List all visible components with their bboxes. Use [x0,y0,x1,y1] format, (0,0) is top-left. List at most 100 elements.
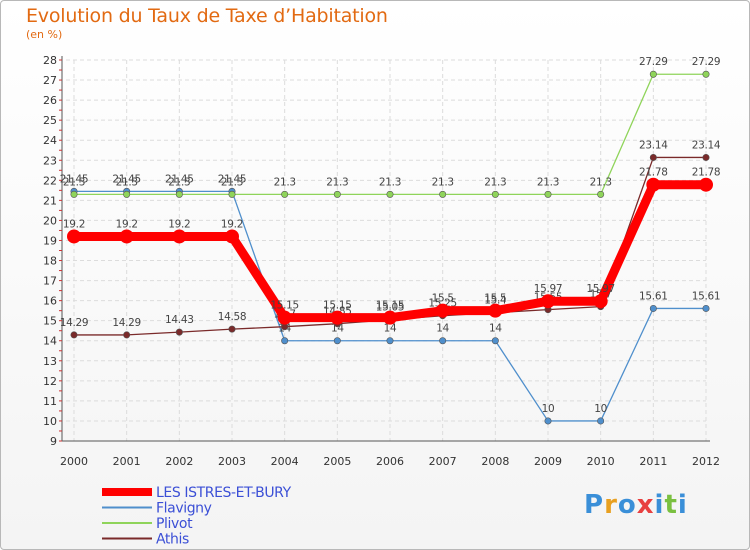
data-label: 15.05 [376,302,405,314]
data-label: 21.3 [326,176,348,188]
chart-subtitle: (en %) [26,28,63,41]
data-point [123,190,131,198]
data-label: 15.97 [534,283,563,295]
legend-label: Athis [156,532,189,548]
data-label: 23.14 [639,139,668,151]
data-label: 15.15 [270,300,299,312]
data-label: 14 [384,323,397,335]
data-label: 21.45 [60,173,89,185]
y-tick-label: 10 [43,415,57,428]
logo-letter: x [636,490,655,520]
legend-label: LES ISTRES-ET-BURY [156,485,292,501]
data-point [597,190,605,198]
data-label: 21.45 [165,173,194,185]
y-tick-label: 20 [43,214,57,227]
data-label: 21.3 [63,176,85,188]
data-point [649,70,657,78]
data-point [330,310,345,325]
data-point [593,294,608,309]
y-tick-label: 14 [43,335,57,348]
y-tick-label: 21 [43,194,57,207]
data-point [175,328,183,336]
data-label: 21.3 [484,176,506,188]
data-label: 14.43 [165,314,194,326]
legend-label: Flavigny [156,501,212,517]
y-tick-label: 22 [43,174,57,187]
data-label: 14.58 [218,311,247,323]
data-label: 21.3 [379,176,401,188]
data-point [333,337,341,345]
data-point [646,177,661,192]
data-point [172,229,187,244]
y-tick-label: 24 [43,134,57,147]
data-point [541,294,555,309]
data-point [435,303,450,318]
data-label: 21.3 [221,176,243,188]
data-label: 15.15 [323,300,352,312]
x-tick-label: 2011 [639,455,667,468]
logo-letter: t [664,490,678,520]
y-tick-label: 12 [43,375,57,388]
data-label: 27.29 [692,56,721,68]
data-point [281,337,289,345]
data-point [228,325,236,333]
x-tick-label: 2001 [113,455,141,468]
legend-label: Plivot [156,516,193,532]
logo-letter: P [584,490,605,520]
data-point [175,190,183,198]
data-point [702,70,710,78]
data-point [333,190,341,198]
data-label: 10 [542,403,555,415]
data-point [228,190,236,198]
y-tick-label: 26 [43,94,57,107]
data-point [119,229,134,244]
data-label: 15.5 [432,293,454,305]
logo-letter: o [617,490,637,520]
logo-letter: i [654,490,665,520]
data-label: 21.3 [432,176,454,188]
y-tick-label: 19 [43,234,57,247]
data-label: 19.2 [221,218,243,230]
y-tick-label: 15 [43,315,57,328]
data-point [491,337,499,345]
data-label: 15.61 [639,290,668,302]
x-tick-label: 2003 [218,455,246,468]
x-tick-label: 2006 [376,455,404,468]
x-tick-label: 2005 [323,455,351,468]
data-point [386,337,394,345]
data-point [702,153,710,161]
data-point [649,153,657,161]
data-point [70,331,78,339]
logo-letter: i [677,490,688,520]
data-point [281,190,289,198]
chart-title: Evolution du Taux de Taxe d’Habitation [26,5,388,27]
data-point [439,190,447,198]
data-label: 15.97 [586,283,615,295]
data-point [702,304,710,312]
proxiti-logo[interactable]: Proxiti [584,490,688,520]
data-point [67,229,81,244]
y-tick-label: 17 [43,275,57,288]
x-tick-label: 2004 [271,455,299,468]
y-tick-label: 18 [43,255,57,268]
data-label: 15.4 [484,295,507,307]
data-point [488,303,503,318]
data-label: 21.45 [218,173,247,185]
data-point [277,310,292,325]
data-label: 19.2 [168,218,190,230]
y-tick-label: 9 [50,435,57,448]
data-label: 21.3 [590,176,612,188]
data-label: 21.78 [692,167,721,179]
logo-letter: r [604,490,618,520]
data-point [386,190,394,198]
x-tick-label: 2007 [429,455,457,468]
data-point [544,417,552,425]
x-tick-label: 2008 [481,455,509,468]
data-label: 21.3 [537,176,559,188]
data-label: 14.29 [112,317,141,329]
data-label: 15.15 [376,300,405,312]
data-label: 21.3 [168,176,190,188]
x-tick-label: 2009 [534,455,562,468]
data-label: 21.3 [274,176,296,188]
data-point [649,304,657,312]
